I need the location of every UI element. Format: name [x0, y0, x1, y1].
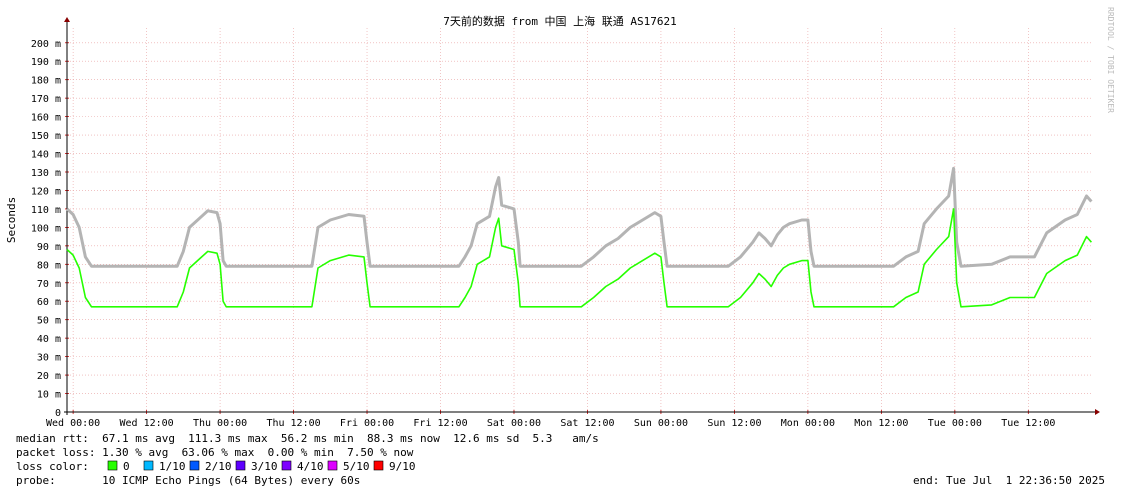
x-tick-label: Thu 12:00	[266, 418, 320, 429]
legend-label: 0	[123, 460, 130, 473]
x-tick-label: Thu 00:00	[193, 418, 247, 429]
legend-swatch	[107, 460, 118, 471]
legend-swatch	[373, 460, 384, 471]
y-tick-label: 0	[55, 408, 61, 419]
x-tick-label: Fri 12:00	[413, 418, 467, 429]
y-tick-label: 200 m	[31, 39, 61, 50]
x-tick-label: Sat 00:00	[487, 418, 541, 429]
x-tick-label: Tue 00:00	[928, 418, 982, 429]
legend-swatch	[281, 460, 292, 471]
y-tick-label: 50 m	[37, 316, 61, 327]
y-tick-label: 30 m	[37, 353, 61, 364]
legend-swatch	[235, 460, 246, 471]
x-tick-label: Tue 12:00	[1001, 418, 1055, 429]
chart-title: 7天前的数据 from 中国 上海 联通 AS17621	[443, 14, 677, 28]
x-tick-label: Fri 00:00	[340, 418, 394, 429]
x-tick-label: Sun 12:00	[707, 418, 761, 429]
y-tick-label: 180 m	[31, 76, 61, 87]
axis-arrow	[1095, 409, 1100, 415]
y-tick-label: 70 m	[37, 279, 61, 290]
y-tick-label: 170 m	[31, 94, 61, 105]
watermark: RRDTOOL / TOBI OETIKER	[1106, 7, 1115, 113]
y-axis-label: Seconds	[5, 197, 18, 243]
y-tick-label: 190 m	[31, 57, 61, 68]
x-tick-label: Wed 12:00	[120, 418, 174, 429]
y-tick-label: 20 m	[37, 371, 61, 382]
legend-swatch	[143, 460, 154, 471]
x-tick-label: Mon 12:00	[854, 418, 908, 429]
legend-label: 1/10	[159, 460, 186, 473]
legend-label: 9/10	[389, 460, 416, 473]
x-tick-label: Wed 00:00	[46, 418, 100, 429]
y-tick-label: 100 m	[31, 223, 61, 234]
stats-line: packet loss: 1.30 % avg 63.06 % max 0.00…	[16, 446, 414, 459]
x-tick-label: Sun 00:00	[634, 418, 688, 429]
legend-label: 3/10	[251, 460, 278, 473]
y-tick-label: 150 m	[31, 131, 61, 142]
end-time: end: Tue Jul 1 22:36:50 2025	[913, 474, 1105, 487]
y-tick-label: 120 m	[31, 186, 61, 197]
y-tick-label: 40 m	[37, 334, 61, 345]
x-tick-label: Sat 12:00	[560, 418, 614, 429]
stats-line: median rtt: 67.1 ms avg 111.3 ms max 56.…	[16, 432, 599, 445]
y-tick-label: 10 m	[37, 390, 61, 401]
y-tick-label: 130 m	[31, 168, 61, 179]
probe-info: probe: 10 ICMP Echo Pings (64 Bytes) eve…	[16, 474, 360, 487]
legend-label: 2/10	[205, 460, 232, 473]
legend-label: 5/10	[343, 460, 370, 473]
legend-label: 4/10	[297, 460, 324, 473]
y-tick-label: 140 m	[31, 150, 61, 161]
y-tick-label: 80 m	[37, 260, 61, 271]
x-tick-label: Mon 00:00	[781, 418, 835, 429]
legend-swatch	[189, 460, 200, 471]
y-tick-label: 60 m	[37, 297, 61, 308]
series-line	[65, 166, 1093, 268]
series-line	[66, 208, 1093, 308]
legend-swatch	[327, 460, 338, 471]
axis-arrow	[64, 17, 70, 22]
y-tick-label: 110 m	[31, 205, 61, 216]
y-tick-label: 90 m	[37, 242, 61, 253]
legend-title: loss color:	[16, 460, 89, 473]
y-tick-label: 160 m	[31, 113, 61, 124]
